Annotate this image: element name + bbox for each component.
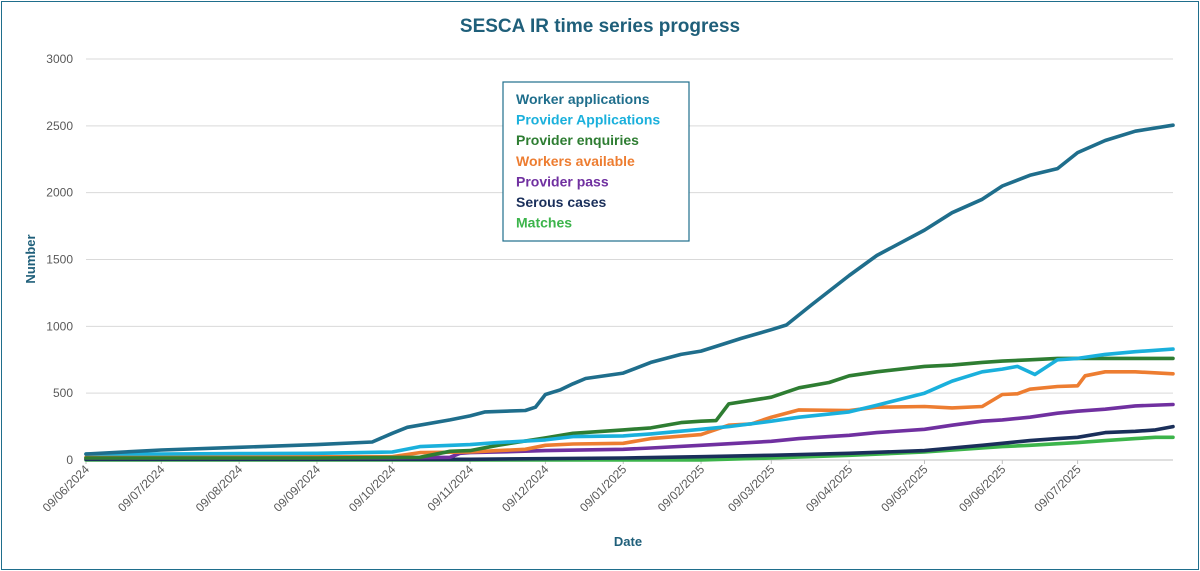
x-tick-label: 09/07/2025 [1031,462,1084,515]
series-line-serous-cases [84,424,1175,462]
legend-item-matches: Matches [516,215,572,231]
series-line-matches [84,435,1175,462]
x-tick-label: 09/04/2025 [803,462,856,515]
y-axis-label: Number [23,234,38,283]
x-tick-label: 09/07/2024 [115,462,168,515]
x-tick-label: 09/11/2024 [424,462,476,514]
x-tick-label: 09/01/2025 [577,462,630,515]
y-tick-label: 3000 [46,52,73,66]
series-line-worker-applications [84,123,1175,456]
legend-item-worker-applications: Worker applications [516,91,650,107]
x-tick-labels: 09/06/2024 09/07/2024 09/08/2024 09/09/2024… [40,460,1084,515]
x-tick-label: 09/06/2024 [40,462,93,515]
x-tick-label: 09/02/2025 [655,462,708,515]
x-axis-label: Date [614,534,642,549]
x-tick-label: 09/05/2025 [878,462,931,515]
x-tick-label: 09/08/2024 [193,462,246,515]
series-line-provider-pass [84,402,1175,460]
x-tick-label: 09/12/2024 [499,462,552,515]
y-tick-label: 2000 [46,186,73,200]
series-line-provider-enquiries [84,356,1175,460]
x-tick-label: 09/03/2025 [725,462,778,515]
y-tick-label: 1000 [46,319,73,333]
legend-box [502,81,690,242]
legend-item-provider-applications: Provider Applications [516,112,660,128]
y-tick-labels: 0 500 1000 1500 2000 2500 3000 [46,52,73,467]
x-tick-label: 09/09/2024 [271,462,324,515]
x-tick-label: 09/10/2024 [346,462,399,515]
y-tick-label: 1500 [46,253,73,267]
y-tick-label: 2500 [46,119,73,133]
series-line-provider-applications [84,347,1175,456]
legend-item-provider-enquiries: Provider enquiries [516,132,639,148]
legend-item-provider-pass: Provider pass [516,173,609,189]
x-tick-label: 09/06/2025 [956,462,1009,515]
legend: Worker applications Provider Applications… [502,81,690,242]
chart-title: SESCA IR time series progress [460,16,740,37]
series-line-workers-available [84,370,1175,460]
legend-item-workers-available: Workers available [516,153,635,169]
y-tick-label: 500 [53,386,73,400]
y-tick-label: 0 [66,453,73,467]
legend-item-serous-cases: Serous cases [516,194,606,210]
series-lines [84,123,1175,462]
